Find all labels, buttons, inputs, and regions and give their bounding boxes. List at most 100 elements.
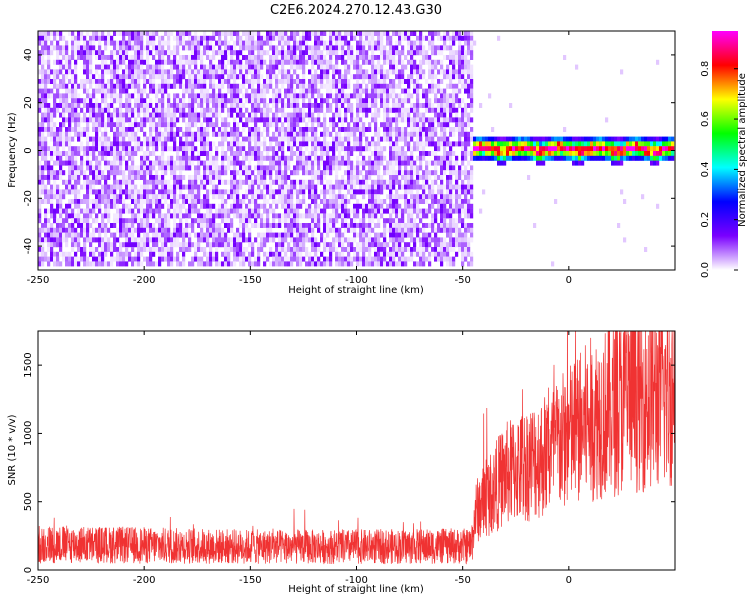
heatmap-cell — [293, 179, 297, 185]
heatmap-cell — [83, 232, 87, 238]
heatmap-cell — [140, 160, 144, 166]
heatmap-cell — [344, 93, 348, 99]
heatmap-cell — [365, 136, 369, 142]
heatmap-cell — [134, 103, 138, 108]
heatmap-cell — [320, 40, 324, 46]
heatmap-cell — [248, 251, 252, 257]
heatmap-cell — [284, 261, 288, 267]
heatmap-cell — [50, 131, 54, 137]
heatmap-cell — [215, 208, 219, 214]
heatmap-cell — [122, 232, 126, 238]
heatmap-cell — [41, 227, 45, 233]
heatmap-cell — [53, 136, 57, 142]
heatmap-cell — [341, 88, 345, 94]
heatmap-cell — [62, 74, 66, 80]
heatmap-cell — [395, 208, 399, 214]
heatmap-cell — [362, 127, 366, 132]
heatmap-cell — [350, 127, 354, 132]
heatmap-cell — [422, 151, 426, 156]
heatmap-cell — [275, 247, 279, 252]
heatmap-cell — [377, 170, 381, 176]
heatmap-cell — [263, 127, 267, 132]
heatmap-cell — [284, 35, 288, 41]
heatmap-cell — [368, 247, 372, 252]
heatmap-cell — [197, 112, 201, 118]
heatmap-cell — [281, 74, 285, 80]
heatmap-cell — [266, 127, 270, 132]
heatmap-cell — [251, 131, 255, 137]
heatmap-cell — [56, 107, 60, 113]
heatmap-cell — [155, 112, 159, 118]
heatmap-cell — [311, 59, 315, 65]
heatmap-cell — [302, 213, 306, 219]
heatmap-cell — [143, 83, 147, 89]
heatmap-cell — [374, 107, 378, 113]
heatmap-cell — [86, 31, 90, 36]
heatmap-cell — [248, 261, 252, 267]
heatmap-cell — [245, 175, 249, 180]
heatmap-cell — [323, 59, 327, 65]
heatmap-cell — [371, 83, 375, 89]
heatmap-cell — [113, 74, 117, 80]
heatmap-cell — [203, 117, 207, 123]
heatmap-cell — [239, 218, 243, 224]
heatmap-cell — [272, 103, 276, 108]
heatmap-cell — [83, 79, 87, 84]
heatmap-cell — [353, 256, 357, 262]
heatmap-cell — [125, 131, 129, 137]
heatmap-cell — [206, 242, 210, 248]
heatmap-cell — [173, 175, 177, 180]
heatmap-cell — [86, 261, 90, 267]
heatmap-cell — [140, 93, 144, 99]
heatmap-cell — [209, 93, 213, 99]
heatmap-cell — [65, 203, 69, 209]
heatmap-cell — [398, 203, 402, 209]
heatmap-cell — [362, 50, 366, 56]
heatmap-cell — [287, 131, 291, 137]
heatmap-cell — [188, 141, 192, 147]
heatmap-cell — [377, 35, 381, 41]
heatmap-cell — [398, 194, 402, 200]
heatmap-cell — [47, 88, 51, 94]
heatmap-cell — [203, 160, 207, 166]
heatmap-cell — [341, 74, 345, 80]
heatmap-cell — [308, 151, 312, 156]
heatmap-cell — [77, 261, 81, 267]
heatmap-cell — [110, 69, 114, 75]
heatmap-cell — [236, 227, 240, 233]
heatmap-cell — [230, 55, 234, 60]
heatmap-cell — [86, 208, 90, 214]
heatmap-cell — [293, 35, 297, 41]
heatmap-cell — [146, 189, 150, 195]
heatmap-cell — [125, 88, 129, 94]
heatmap-cell — [416, 83, 420, 89]
heatmap-cell — [158, 237, 162, 243]
heatmap-cell — [164, 218, 168, 224]
heatmap-cell — [311, 151, 315, 156]
heatmap-cell — [293, 55, 297, 60]
heatmap-cell — [101, 223, 105, 228]
heatmap-cell — [371, 184, 375, 190]
heatmap-cell — [329, 194, 333, 200]
heatmap-cell — [389, 127, 393, 132]
heatmap-cell — [401, 98, 405, 104]
heatmap-cell — [206, 199, 210, 204]
heatmap-cell — [263, 93, 267, 99]
heatmap-cell — [332, 122, 336, 128]
heatmap-cell — [341, 232, 345, 238]
heatmap-cell — [140, 242, 144, 248]
heatmap-cell — [206, 213, 210, 219]
heatmap-cell — [161, 237, 165, 243]
heatmap-cell — [278, 261, 282, 267]
heatmap-cell — [308, 112, 312, 118]
heatmap-cell — [200, 223, 204, 228]
heatmap-cell — [299, 232, 303, 238]
heatmap-cell — [47, 55, 51, 60]
heatmap-cell — [110, 50, 114, 56]
heatmap-cell — [98, 208, 102, 214]
heatmap-cell — [275, 64, 279, 70]
heatmap-cell — [203, 232, 207, 238]
heatmap-cell — [95, 189, 99, 195]
heatmap-cell — [245, 155, 249, 161]
heatmap-cell — [266, 74, 270, 80]
